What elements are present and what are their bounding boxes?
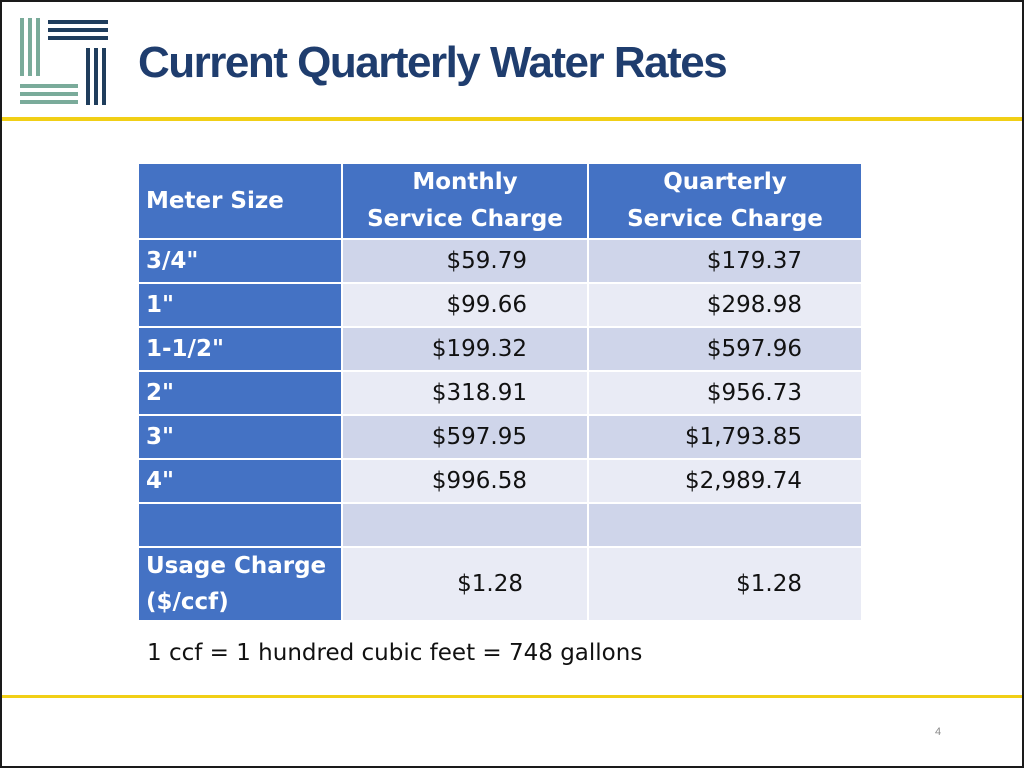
- usage-monthly-cell: $1.28: [341, 546, 589, 622]
- meter-size-cell: 4": [137, 458, 343, 504]
- header-quarterly-line1: Quarterly: [663, 169, 787, 195]
- header-meter-size: Meter Size: [137, 162, 343, 240]
- table-row: 1-1/2" $199.32 $597.96: [137, 326, 863, 372]
- table-row: 3" $597.95 $1,793.85: [137, 414, 863, 460]
- monthly-charge-cell: $199.32: [341, 326, 589, 372]
- header-monthly-line2: Service Charge: [367, 206, 563, 232]
- rates-table: Meter Size Monthly Service Charge Quarte…: [137, 162, 863, 622]
- agency-logo-icon: [20, 18, 108, 105]
- header-quarterly-line2: Service Charge: [627, 206, 823, 232]
- quarterly-charge-cell: $956.73: [587, 370, 863, 416]
- meter-size-cell: 3/4": [137, 238, 343, 284]
- usage-label-line2: ($/ccf): [146, 589, 229, 615]
- table-header-row: Meter Size Monthly Service Charge Quarte…: [137, 162, 863, 240]
- meter-size-cell: 1-1/2": [137, 326, 343, 372]
- page-number: 4: [935, 726, 942, 738]
- table-row: 3/4" $59.79 $179.37: [137, 238, 863, 284]
- ccf-footnote: 1 ccf = 1 hundred cubic feet = 748 gallo…: [147, 640, 643, 666]
- monthly-charge-cell: $99.66: [341, 282, 589, 328]
- usage-label-line1: Usage Charge: [146, 553, 327, 579]
- table-row: 4" $996.58 $2,989.74: [137, 458, 863, 504]
- monthly-charge-cell: $59.79: [341, 238, 589, 284]
- monthly-charge-cell: $996.58: [341, 458, 589, 504]
- quarterly-charge-cell: [587, 502, 863, 548]
- quarterly-charge-cell: $2,989.74: [587, 458, 863, 504]
- monthly-charge-cell: $597.95: [341, 414, 589, 460]
- header-quarterly-service-charge: Quarterly Service Charge: [587, 162, 863, 240]
- header-monthly-service-charge: Monthly Service Charge: [341, 162, 589, 240]
- quarterly-charge-cell: $597.96: [587, 326, 863, 372]
- bottom-accent-rule: [2, 695, 1022, 698]
- meter-size-cell: 3": [137, 414, 343, 460]
- usage-charge-row: Usage Charge ($/ccf) $1.28 $1.28: [137, 546, 863, 622]
- table-row-empty: [137, 502, 863, 548]
- quarterly-charge-cell: $179.37: [587, 238, 863, 284]
- meter-size-cell: 1": [137, 282, 343, 328]
- monthly-charge-cell: [341, 502, 589, 548]
- usage-charge-label: Usage Charge ($/ccf): [137, 546, 343, 622]
- meter-size-cell: 2": [137, 370, 343, 416]
- table-row: 2" $318.91 $956.73: [137, 370, 863, 416]
- table-row: 1" $99.66 $298.98: [137, 282, 863, 328]
- slide-title: Current Quarterly Water Rates: [138, 38, 728, 87]
- monthly-charge-cell: $318.91: [341, 370, 589, 416]
- header-monthly-line1: Monthly: [412, 169, 518, 195]
- usage-quarterly-cell: $1.28: [587, 546, 863, 622]
- quarterly-charge-cell: $1,793.85: [587, 414, 863, 460]
- quarterly-charge-cell: $298.98: [587, 282, 863, 328]
- meter-size-cell: [137, 502, 343, 548]
- top-accent-rule: [2, 117, 1022, 121]
